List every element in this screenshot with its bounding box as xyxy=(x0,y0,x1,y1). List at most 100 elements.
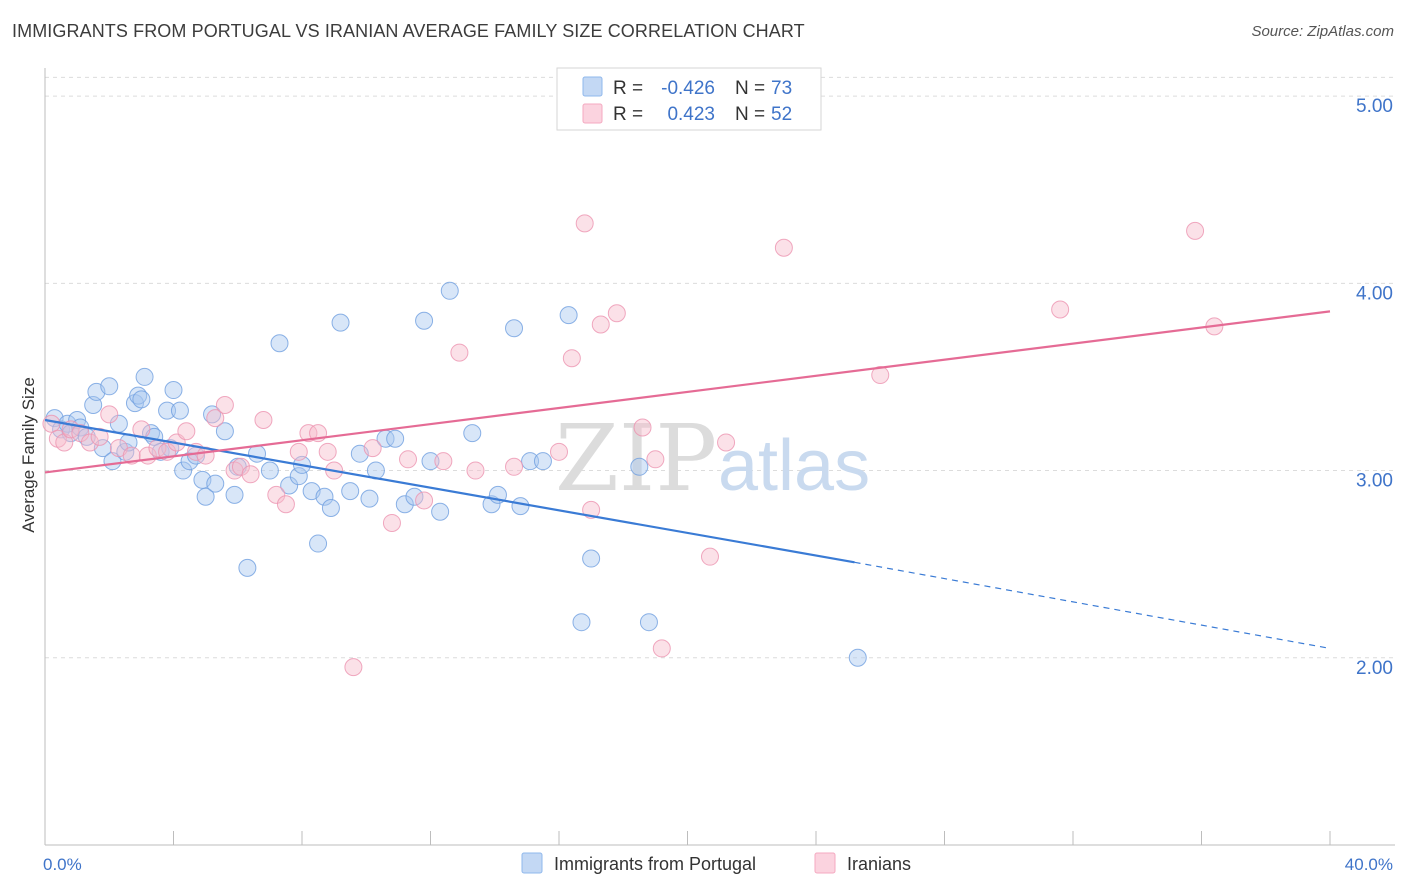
portugal-point xyxy=(321,498,340,517)
portugal-point xyxy=(848,648,867,667)
legend-r-value-1: -0.426 xyxy=(661,78,715,99)
y-tick-labels: 2.00 3.00 4.00 5.00 xyxy=(1356,96,1393,679)
iranians-point xyxy=(607,304,626,323)
iranians-point xyxy=(774,238,793,257)
portugal-point xyxy=(289,467,308,486)
iranians-point xyxy=(241,465,260,484)
portugal-point xyxy=(463,424,482,443)
bottom-legend-label-iranians: Iranians xyxy=(847,854,911,874)
bottom-legend-swatch-portugal xyxy=(521,852,543,874)
y-tick-label: 4.00 xyxy=(1356,283,1393,304)
portugal-point xyxy=(582,549,601,568)
iranians-point xyxy=(1051,300,1070,319)
legend-r-label-1: R = xyxy=(613,78,643,99)
legend-r-value-2: 0.423 xyxy=(667,104,715,125)
portugal-point xyxy=(505,319,524,338)
x-tick-label: 0.0% xyxy=(43,855,82,874)
iranians-point xyxy=(215,396,234,415)
portugal-point xyxy=(270,334,289,353)
iranians-point xyxy=(363,439,382,458)
legend-n-value-2: 52 xyxy=(771,104,792,125)
iranians-point xyxy=(591,315,610,334)
portugal-point xyxy=(405,487,424,506)
portugal-point xyxy=(248,444,267,463)
iranians-point xyxy=(276,495,295,514)
portugal-point xyxy=(215,422,234,441)
legend-swatch-iranians xyxy=(582,103,603,124)
iranians-point xyxy=(122,446,141,465)
portugal-point xyxy=(431,502,450,521)
legend-n-label-1: N = xyxy=(735,78,765,99)
portugal-point xyxy=(315,487,334,506)
portugal-point xyxy=(100,377,119,396)
trend-lines xyxy=(44,310,1331,650)
portugal-point xyxy=(421,452,440,471)
iranians-point xyxy=(382,513,401,532)
portugal-point xyxy=(395,495,414,514)
iranians-point xyxy=(90,427,109,446)
iranians-point xyxy=(646,450,665,469)
portugal-point xyxy=(639,613,658,632)
portugal-point xyxy=(559,306,578,325)
legend-box: R = -0.426 N = 73 R = 0.423 N = 52 xyxy=(556,67,822,131)
iranians-point xyxy=(71,424,90,443)
bottom-legend: Immigrants from Portugal Iranians xyxy=(521,852,911,874)
portugal-point xyxy=(533,452,552,471)
iranians-point xyxy=(318,442,337,461)
x-tick-labels: 0.0% 40.0% xyxy=(43,855,1393,874)
bottom-legend-label-portugal: Immigrants from Portugal xyxy=(554,854,756,874)
portugal-point xyxy=(309,534,328,553)
legend-n-value-1: 73 xyxy=(771,78,792,99)
iranians-point xyxy=(633,418,652,437)
portugal-point xyxy=(170,401,189,420)
legend-swatch-portugal xyxy=(582,76,603,97)
bottom-legend-swatch-iranians xyxy=(814,852,836,874)
iranians-point xyxy=(871,366,890,385)
series-portugal-points xyxy=(45,281,867,667)
iranians-point xyxy=(289,442,308,461)
portugal-point xyxy=(572,613,591,632)
iranians-point xyxy=(344,658,363,677)
iranians-point xyxy=(254,410,273,429)
portugal-point xyxy=(206,474,225,493)
chart-title: IMMIGRANTS FROM PORTUGAL VS IRANIAN AVER… xyxy=(12,21,805,41)
source-label: Source: ZipAtlas.com xyxy=(1251,23,1394,40)
iranians-point xyxy=(562,349,581,368)
portugal-trend-line xyxy=(44,418,855,564)
portugal-point xyxy=(280,476,299,495)
portugal-point xyxy=(196,487,215,506)
iranians-point xyxy=(575,214,594,233)
iranians-point xyxy=(399,450,418,469)
iranians-point xyxy=(550,442,568,461)
portugal-point xyxy=(341,482,360,501)
portugal-point xyxy=(415,311,434,330)
portugal-point xyxy=(331,313,350,332)
portugal-point xyxy=(630,457,649,476)
y-tick-label: 3.00 xyxy=(1356,471,1393,492)
portugal-point xyxy=(260,461,279,480)
iranians-point xyxy=(80,433,99,452)
iranians-point xyxy=(434,452,453,471)
portugal-point xyxy=(164,381,183,400)
legend-n-label-2: N = xyxy=(735,104,765,125)
portugal-point xyxy=(135,367,154,386)
portugal-point xyxy=(238,558,257,577)
series-iranians-points xyxy=(42,214,1224,677)
iranians-point xyxy=(206,409,225,428)
y-tick-label: 2.00 xyxy=(1356,658,1393,679)
iranians-point xyxy=(717,433,736,452)
portugal-trend-extension xyxy=(854,561,1331,650)
iranians-point xyxy=(450,343,469,362)
portugal-point xyxy=(225,485,244,504)
portugal-point xyxy=(360,489,379,508)
iranians-point xyxy=(466,461,485,480)
watermark: ZIP atlas xyxy=(555,405,870,512)
iranians-point xyxy=(700,547,719,566)
portugal-point xyxy=(521,452,540,471)
portugal-point xyxy=(158,401,177,420)
iranians-point xyxy=(652,639,671,658)
portugal-point xyxy=(132,390,151,409)
portugal-point xyxy=(174,461,193,480)
iranians-point xyxy=(582,500,601,519)
